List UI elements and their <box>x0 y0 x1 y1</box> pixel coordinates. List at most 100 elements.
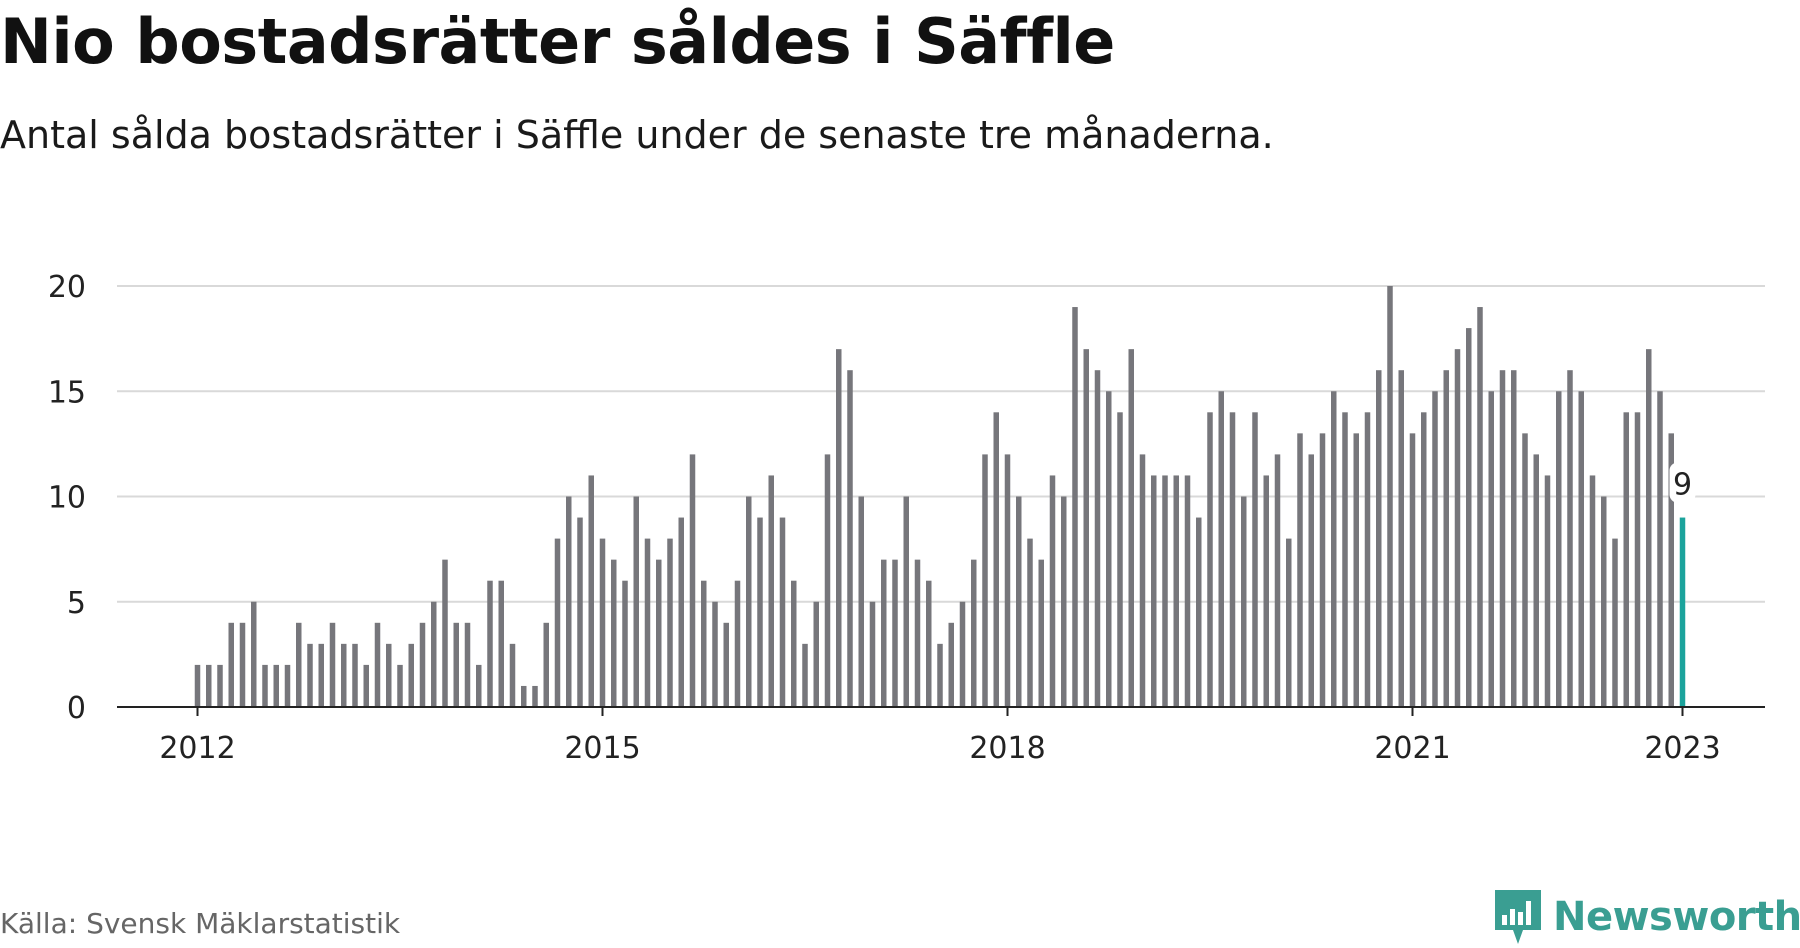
bar <box>1061 496 1067 707</box>
bar <box>622 580 628 707</box>
chart-title: Nio bostadsrätter såldes i Säffle <box>0 5 1115 78</box>
bar <box>1038 559 1044 707</box>
bar <box>363 664 369 707</box>
bar <box>1297 433 1303 707</box>
bar <box>1589 475 1596 707</box>
bar <box>442 559 448 707</box>
bar <box>633 496 639 707</box>
bar <box>1466 328 1472 707</box>
bar <box>1398 370 1404 707</box>
bar <box>329 622 336 707</box>
bar <box>419 622 426 707</box>
bar <box>813 601 819 707</box>
bar <box>847 370 853 707</box>
source-note: Källa: Svensk Mäklarstatistik <box>0 907 401 940</box>
bar <box>408 643 414 707</box>
x-tick-label: 2023 <box>1644 731 1720 766</box>
data-label-bg <box>1669 462 1696 503</box>
bar <box>1004 454 1011 707</box>
bar <box>858 496 864 707</box>
bar <box>1106 391 1112 707</box>
bar <box>1331 391 1337 707</box>
bar <box>678 517 684 707</box>
bar <box>701 580 707 707</box>
bar <box>1342 412 1348 707</box>
bar <box>1522 433 1528 707</box>
bar <box>644 538 651 707</box>
bar <box>487 580 493 707</box>
bar <box>1319 433 1326 707</box>
bar <box>1601 496 1607 707</box>
bar <box>723 622 729 707</box>
bar <box>1387 286 1393 707</box>
bar <box>1308 454 1314 707</box>
bar <box>1229 412 1236 707</box>
bar <box>1612 538 1618 707</box>
bar <box>453 622 459 707</box>
data-label: 9 <box>1673 468 1692 503</box>
bar <box>1173 475 1179 707</box>
bar <box>1151 475 1157 707</box>
bar <box>1634 412 1641 707</box>
bar <box>869 601 876 707</box>
bar <box>1646 349 1652 707</box>
bar <box>521 685 527 707</box>
bar <box>802 643 808 707</box>
bar <box>1353 433 1359 707</box>
bar <box>1218 391 1224 707</box>
bar <box>959 601 966 707</box>
bar <box>824 454 831 707</box>
bar <box>464 622 471 707</box>
bar <box>599 538 606 707</box>
y-tick-label: 5 <box>67 586 86 621</box>
bar <box>611 559 617 707</box>
bar <box>1128 349 1134 707</box>
newsworthy-logo-icon <box>1495 890 1541 944</box>
brand-name: Newsworthy <box>1553 894 1800 940</box>
bar <box>1027 538 1033 707</box>
bar <box>712 601 718 707</box>
bar <box>746 496 752 707</box>
bar <box>1488 391 1494 707</box>
x-tick-label: 2012 <box>159 731 235 766</box>
bar <box>374 622 381 707</box>
bar <box>1499 370 1506 707</box>
y-tick-label: 10 <box>48 481 86 516</box>
bar <box>1657 391 1663 707</box>
bar <box>1556 391 1562 707</box>
bar <box>881 559 887 707</box>
bar <box>1443 370 1449 707</box>
bar <box>1207 412 1213 707</box>
bar <box>262 664 268 707</box>
bar <box>1049 475 1056 707</box>
bar <box>993 412 999 707</box>
bar <box>948 622 954 707</box>
bar <box>543 622 549 707</box>
bar <box>1072 307 1078 707</box>
bar <box>239 622 246 707</box>
y-tick-label: 15 <box>48 375 86 410</box>
bar <box>1477 307 1483 707</box>
bar-chart: 0 5 10 15 20 2012 2015 2018 2021 2023 9 <box>48 270 1765 766</box>
bar <box>194 664 201 707</box>
bar <box>982 454 988 707</box>
bar <box>689 454 696 707</box>
x-tick-label: 2021 <box>1374 731 1450 766</box>
bar <box>273 664 279 707</box>
bar <box>1252 412 1258 707</box>
bar <box>532 685 538 707</box>
bar <box>734 580 741 707</box>
bar <box>1623 412 1629 707</box>
brand-logo: Newsworthy <box>1493 886 1800 948</box>
bar <box>1567 370 1573 707</box>
bar <box>1578 391 1584 707</box>
bar <box>903 496 909 707</box>
bar <box>768 475 774 707</box>
bar <box>1162 475 1168 707</box>
bar <box>509 643 516 707</box>
bar <box>892 559 898 707</box>
bar <box>1286 538 1292 707</box>
bar <box>791 580 797 707</box>
bar <box>296 622 302 707</box>
bar <box>1184 475 1191 707</box>
